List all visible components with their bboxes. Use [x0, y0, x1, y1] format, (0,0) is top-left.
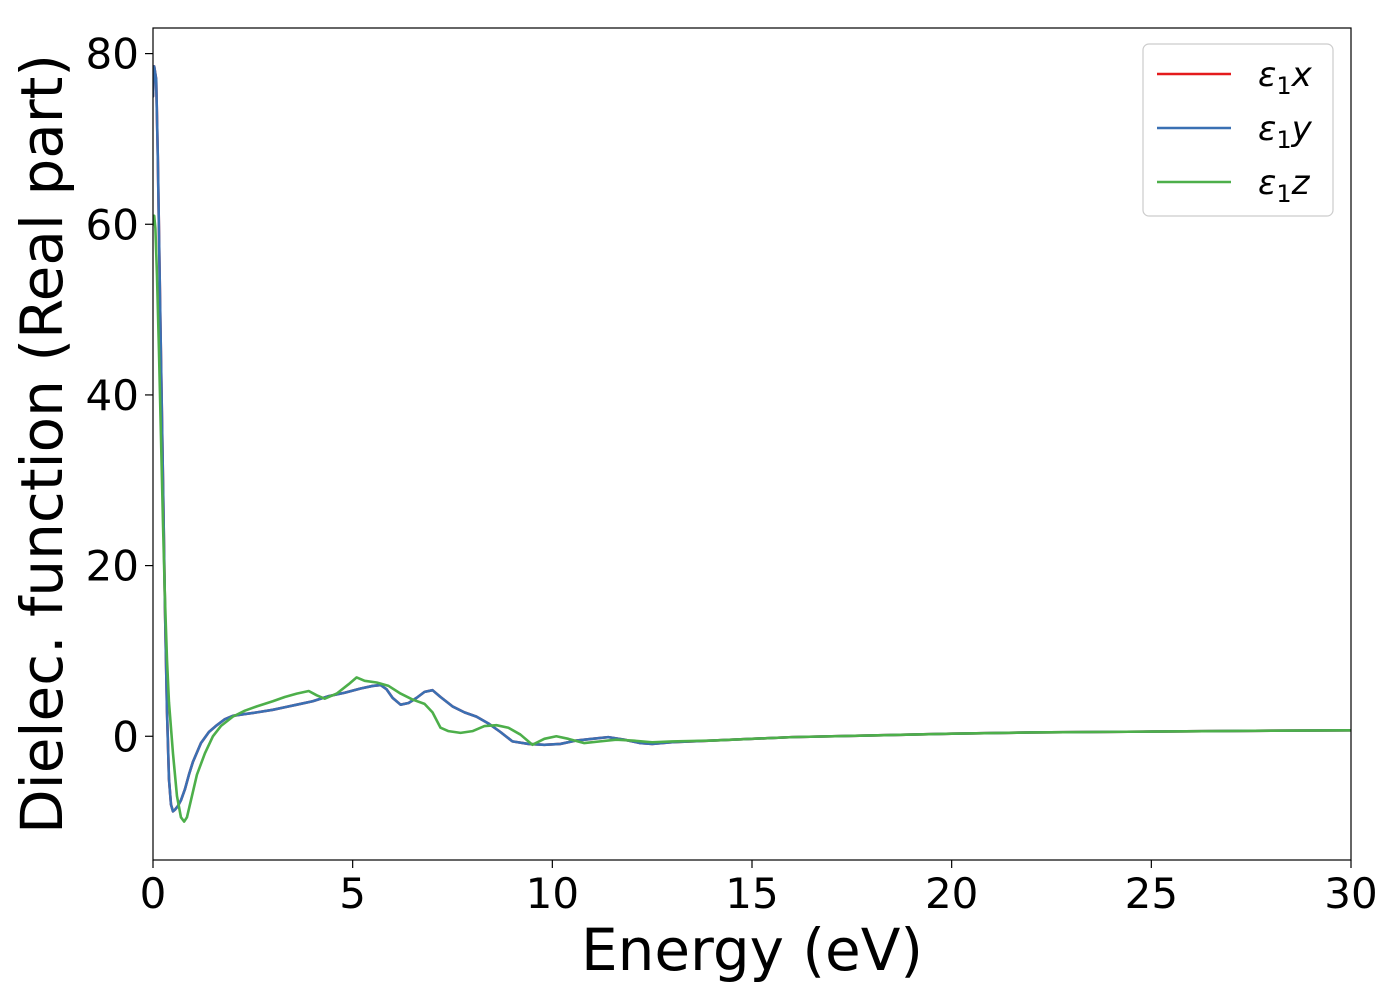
x-tick-label: 0 — [140, 869, 167, 918]
series-line-y — [153, 65, 1351, 813]
x-tick-label: 15 — [725, 869, 778, 918]
legend-frame — [1142, 43, 1334, 217]
legend-label-x: ε1x — [1258, 55, 1313, 100]
x-tick-label: 10 — [526, 869, 579, 918]
y-tick-label: 80 — [86, 30, 139, 79]
series-line-z — [153, 214, 1351, 823]
legend-label-y: ε1y — [1258, 109, 1313, 154]
x-axis-title: Energy (eV) — [581, 916, 923, 984]
y-axis: 0 20 40 60 80 — [86, 30, 153, 761]
x-axis: 0 5 10 15 20 25 30 — [140, 860, 1378, 918]
series-layer — [153, 65, 1351, 823]
x-tick-label: 25 — [1125, 869, 1178, 918]
legend: ε1x ε1y ε1z — [1142, 43, 1334, 217]
y-tick-label: 60 — [86, 200, 139, 249]
x-tick-label: 5 — [339, 869, 366, 918]
y-tick-label: 40 — [86, 371, 139, 420]
y-tick-label: 20 — [86, 542, 139, 591]
y-axis-title: Dielec. function (Real part) — [8, 54, 76, 834]
y-tick-label: 0 — [112, 712, 139, 761]
x-tick-label: 20 — [925, 869, 978, 918]
x-tick-label: 30 — [1324, 869, 1377, 918]
legend-label-z: ε1z — [1258, 163, 1311, 208]
